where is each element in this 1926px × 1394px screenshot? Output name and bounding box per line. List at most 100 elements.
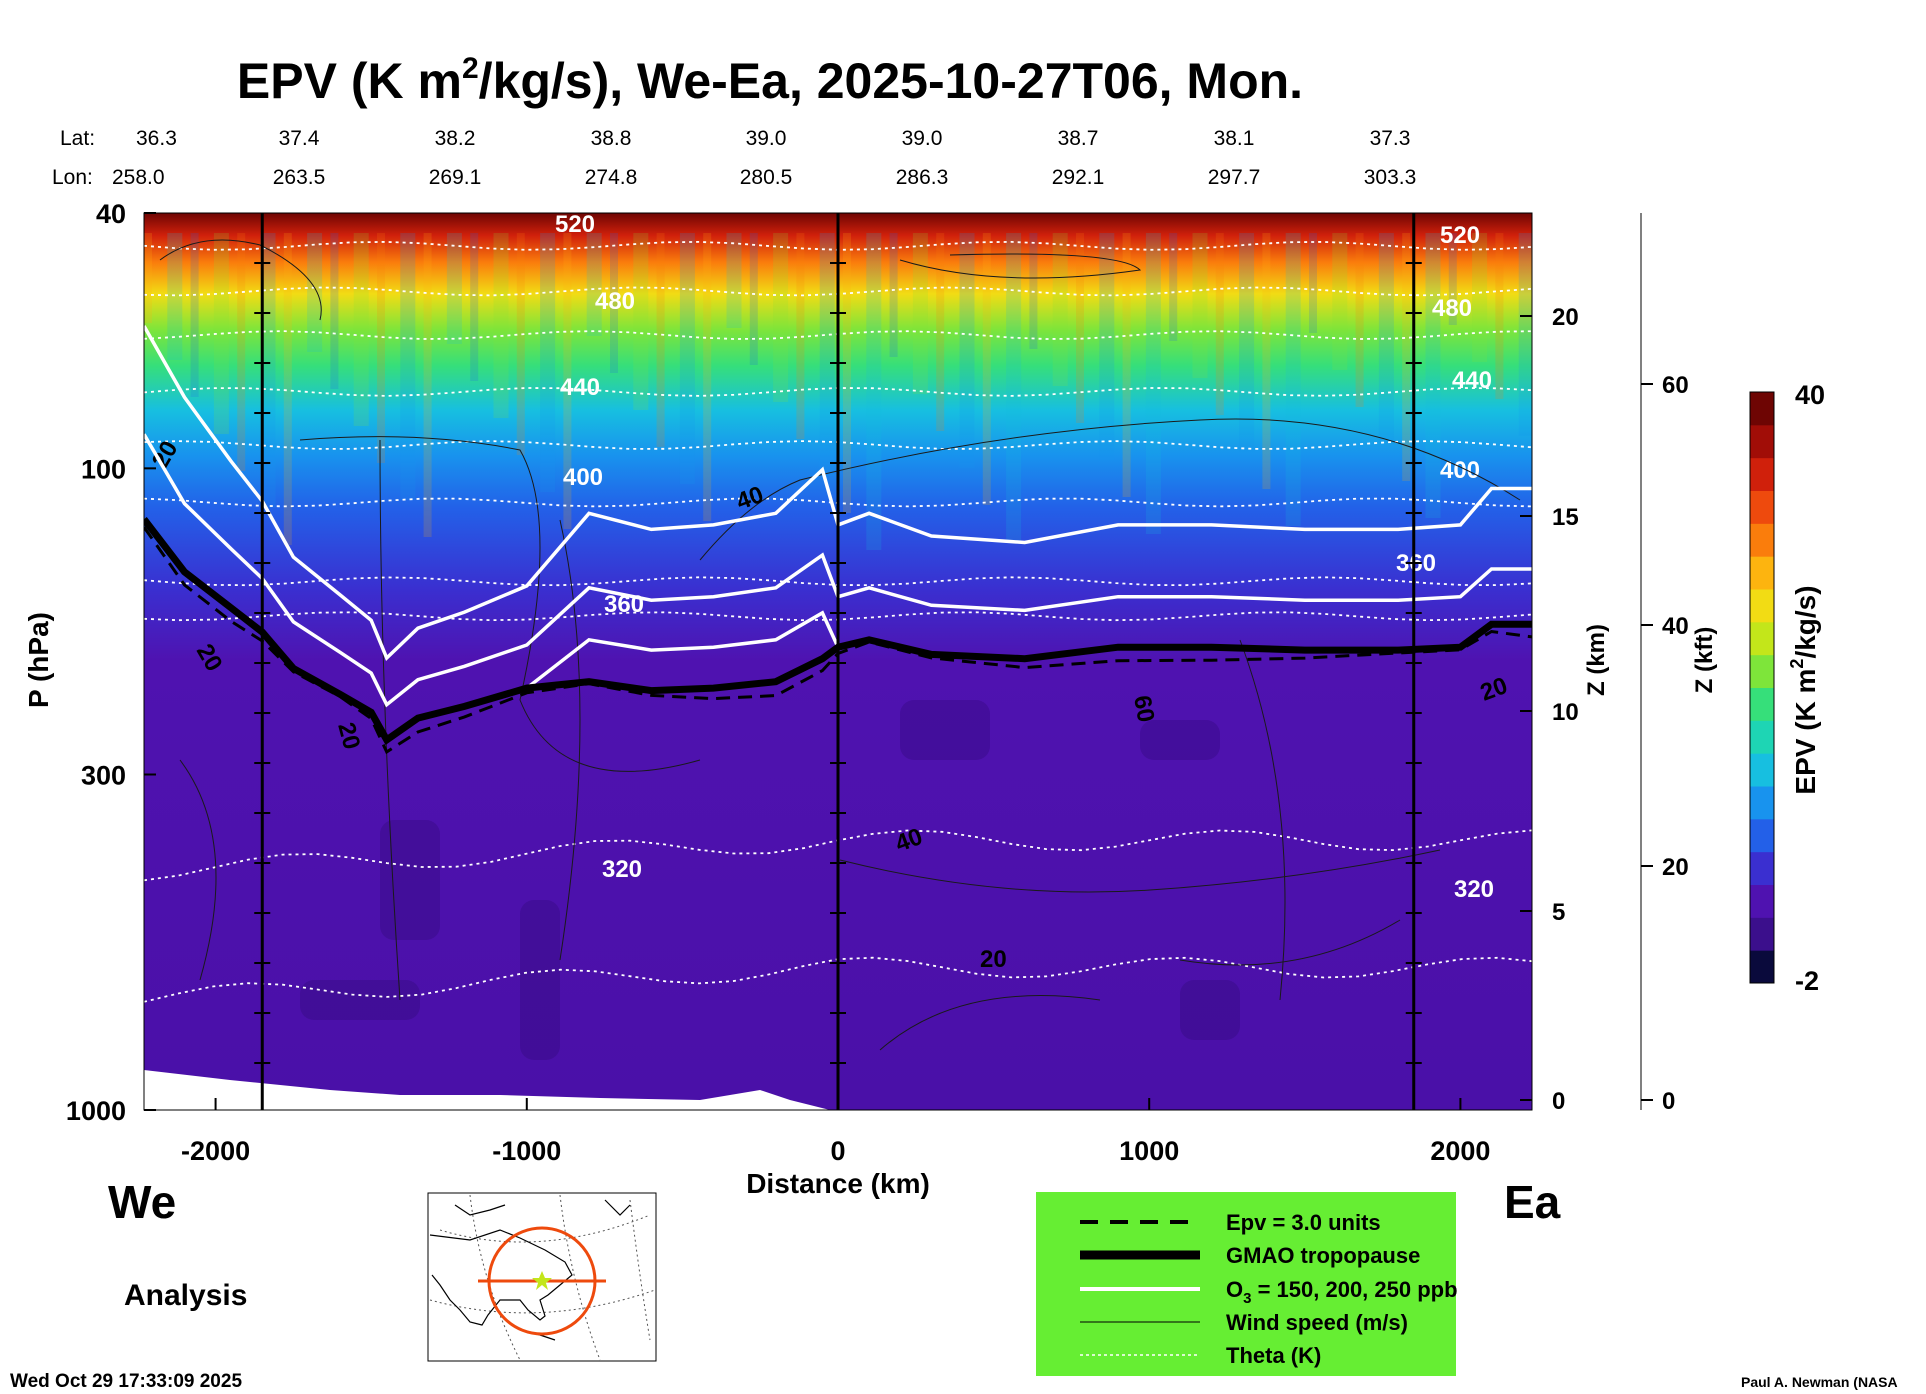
epv-streak bbox=[1006, 233, 1022, 542]
lon-value: 258.0 bbox=[112, 166, 165, 189]
epv-streak bbox=[726, 233, 742, 328]
lat-value: 37.4 bbox=[279, 127, 320, 150]
epv-streak bbox=[936, 233, 945, 431]
center-star-icon bbox=[532, 1271, 552, 1290]
epv-low-patch bbox=[1140, 720, 1220, 760]
lon-value: 297.7 bbox=[1208, 166, 1261, 189]
epv-streak bbox=[1355, 233, 1364, 407]
epv-streak bbox=[1402, 233, 1411, 481]
epv-streak bbox=[190, 233, 199, 397]
legend-box bbox=[1036, 1192, 1456, 1376]
z-kft-tick-label: 60 bbox=[1662, 372, 1689, 399]
colorbar-segment bbox=[1750, 556, 1774, 590]
colorbar-segment bbox=[1750, 457, 1774, 491]
lat-value: 38.7 bbox=[1058, 127, 1099, 150]
theta-label: 400 bbox=[1440, 457, 1480, 484]
ground-mask bbox=[144, 1070, 830, 1110]
theta-label: 320 bbox=[602, 856, 642, 883]
x-tick-label: 2000 bbox=[1430, 1136, 1490, 1166]
theta-label: 320 bbox=[1454, 876, 1494, 903]
y-axis: 40 100 300 1000 bbox=[66, 199, 156, 1126]
epv-streak bbox=[563, 233, 572, 529]
wind-contour bbox=[159, 239, 701, 772]
epv-streak bbox=[843, 233, 851, 513]
x-tick-label: -1000 bbox=[492, 1136, 561, 1166]
lat-value: 37.3 bbox=[1370, 127, 1411, 150]
epv-streak bbox=[1332, 233, 1348, 370]
y-axis-label: P (hPa) bbox=[23, 612, 54, 708]
colorbar-segment bbox=[1750, 490, 1774, 524]
epv-streak bbox=[1052, 233, 1068, 386]
epv-streak bbox=[633, 233, 649, 410]
colorbar-segment bbox=[1750, 818, 1774, 853]
lat-value: 38.1 bbox=[1214, 127, 1255, 150]
epv-streak bbox=[1169, 233, 1178, 341]
epv-streak bbox=[749, 233, 758, 365]
epv-low-patch bbox=[520, 900, 560, 1060]
analysis-label: Analysis bbox=[124, 1279, 247, 1312]
lon-value: 274.8 bbox=[585, 166, 638, 189]
x-axis: -2000 -1000 0 1000 2000 bbox=[181, 1098, 1490, 1166]
wind-label: 60 bbox=[1128, 693, 1159, 724]
epv-streak bbox=[610, 233, 618, 373]
epv-streak bbox=[400, 233, 416, 500]
wind-contour bbox=[379, 439, 581, 1001]
epv-streak bbox=[889, 233, 898, 357]
z-kft-tick-label: 0 bbox=[1662, 1088, 1675, 1115]
x-tick-label: 1000 bbox=[1119, 1136, 1179, 1166]
epv-streak bbox=[1145, 233, 1161, 534]
lon-value: 286.3 bbox=[896, 166, 949, 189]
epv-streak bbox=[703, 233, 712, 521]
z-km-tick-label: 15 bbox=[1552, 504, 1579, 531]
legend-item-theta: Theta (K) bbox=[1226, 1343, 1321, 1368]
wind-label: 20 bbox=[980, 946, 1007, 973]
z-km-axis: 0 5 10 15 20 bbox=[1520, 304, 1579, 1115]
lat-value: 39.0 bbox=[746, 127, 787, 150]
legend-item-ozone: O3 = 150, 200, 250 ppb bbox=[1226, 1277, 1458, 1307]
epv-streak bbox=[330, 233, 339, 389]
epv-streak bbox=[796, 233, 805, 439]
lat-value: 38.2 bbox=[435, 127, 476, 150]
lat-value: 38.8 bbox=[591, 127, 632, 150]
epv-streak bbox=[656, 233, 665, 447]
y-tick-label: 100 bbox=[81, 454, 126, 484]
epv-streak bbox=[1472, 233, 1488, 362]
ea-label: Ea bbox=[1504, 1176, 1561, 1228]
z-km-tick-label: 20 bbox=[1552, 304, 1579, 331]
epv-streak bbox=[1099, 233, 1115, 460]
colorbar-segment bbox=[1750, 851, 1774, 885]
lon-value: 280.5 bbox=[740, 166, 793, 189]
colorbar-segment bbox=[1750, 621, 1774, 656]
z-kft-label: Z (kft) bbox=[1691, 627, 1718, 694]
z-km-tick-label: 10 bbox=[1552, 699, 1579, 726]
theta-label: 440 bbox=[560, 374, 600, 401]
epv-streak bbox=[586, 233, 602, 336]
colorbar-segment bbox=[1750, 786, 1774, 820]
y-tick-label: 300 bbox=[81, 760, 126, 790]
colorbar-segment bbox=[1750, 917, 1774, 951]
wind-contour bbox=[179, 639, 1286, 1001]
lon-value: 263.5 bbox=[273, 166, 326, 189]
lat-label: Lat: bbox=[60, 127, 95, 150]
epv-streak bbox=[493, 233, 509, 418]
theta-label: 400 bbox=[563, 464, 603, 491]
epv-low-patch bbox=[900, 700, 990, 760]
tropopause-line bbox=[144, 516, 1532, 745]
epv-streak bbox=[1425, 233, 1441, 518]
ozone-contour bbox=[144, 433, 1532, 708]
epv-streak bbox=[516, 233, 525, 455]
z-km-label: Z (km) bbox=[1583, 624, 1610, 696]
locator-map bbox=[427, 1192, 657, 1362]
colorbar-segment bbox=[1750, 720, 1774, 754]
colorbar-segment bbox=[1750, 523, 1774, 557]
epv-streak bbox=[1518, 233, 1532, 436]
epv-3-unit-line bbox=[144, 526, 1532, 755]
theta-label: 480 bbox=[1432, 295, 1472, 322]
x-tick-label: -2000 bbox=[181, 1136, 250, 1166]
epv-streak bbox=[866, 233, 882, 550]
y-tick-label: 1000 bbox=[66, 1096, 126, 1126]
z-kft-tick-label: 40 bbox=[1662, 613, 1689, 640]
colorbar-segment bbox=[1750, 884, 1774, 918]
epv-streak bbox=[540, 233, 556, 492]
